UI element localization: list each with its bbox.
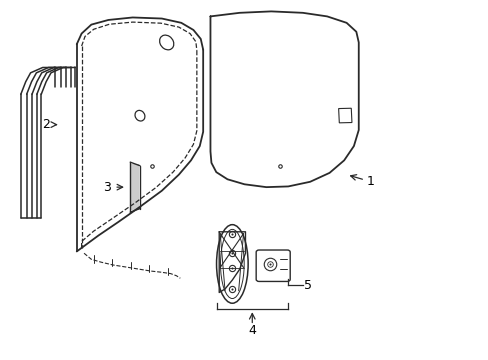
Text: 4: 4	[248, 324, 256, 337]
Text: 5: 5	[303, 279, 311, 292]
Text: 3: 3	[103, 181, 111, 194]
Text: 2: 2	[42, 118, 50, 131]
Bar	[130, 164, 139, 210]
Bar	[338, 108, 351, 123]
Text: 1: 1	[366, 175, 374, 188]
